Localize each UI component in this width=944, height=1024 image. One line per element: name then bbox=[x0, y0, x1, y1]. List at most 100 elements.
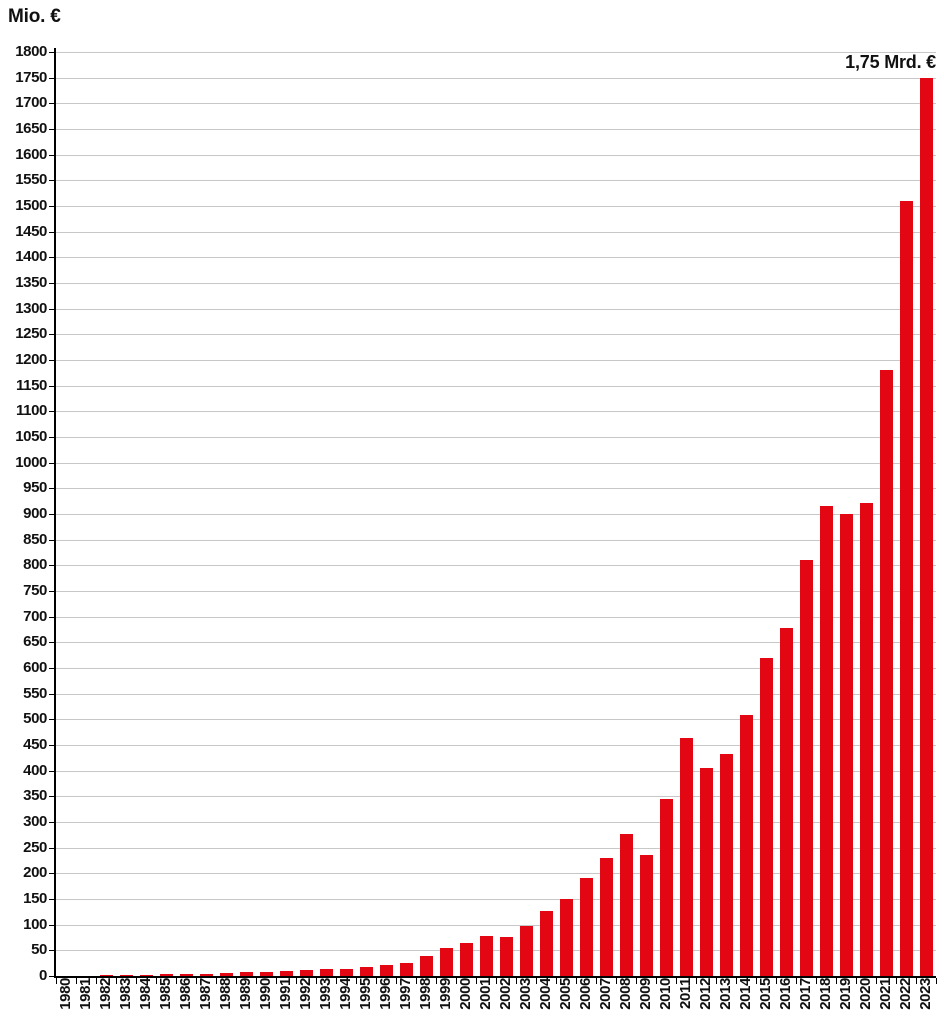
y-tick-label-1750: 1750 bbox=[15, 68, 47, 86]
y-tick-label-100: 100 bbox=[23, 915, 47, 933]
gridline-900 bbox=[56, 514, 936, 515]
bar-2015 bbox=[759, 657, 773, 976]
gridline-1450 bbox=[56, 231, 936, 233]
bar-2005 bbox=[559, 899, 573, 976]
y-tick-350 bbox=[49, 796, 56, 798]
x-tick-40 bbox=[856, 978, 857, 984]
y-tick-500 bbox=[49, 719, 56, 721]
y-tick-label-700: 700 bbox=[23, 607, 47, 625]
y-tick-950 bbox=[49, 488, 56, 490]
gridline-1800 bbox=[56, 52, 936, 53]
x-tick-2 bbox=[96, 978, 97, 984]
y-tick-label-1200: 1200 bbox=[15, 351, 47, 368]
bar-1999 bbox=[439, 948, 453, 976]
y-tick-1400 bbox=[49, 257, 56, 259]
x-axis-label-1984: 1984 bbox=[137, 978, 154, 1010]
x-tick-27 bbox=[596, 978, 597, 984]
x-axis-label-1982: 1982 bbox=[97, 978, 114, 1010]
x-tick-26 bbox=[576, 978, 577, 984]
x-tick-44 bbox=[936, 978, 937, 984]
bar-1988 bbox=[219, 973, 233, 976]
gridline-1250 bbox=[56, 334, 936, 336]
gridline-250 bbox=[56, 847, 936, 849]
gridline-1700 bbox=[56, 103, 936, 105]
x-axis-label-2012: 2012 bbox=[697, 978, 714, 1010]
x-axis-label-2006: 2006 bbox=[577, 978, 594, 1010]
bar-1989 bbox=[239, 972, 253, 976]
gridline-1000 bbox=[56, 462, 936, 464]
y-tick-label-1600: 1600 bbox=[15, 145, 47, 163]
y-tick-label-1300: 1300 bbox=[15, 299, 47, 317]
x-axis-label-1991: 1991 bbox=[277, 978, 294, 1010]
bar-2007 bbox=[599, 857, 613, 976]
bar-2001 bbox=[479, 936, 493, 976]
x-axis-label-2009: 2009 bbox=[637, 978, 654, 1010]
y-tick-label-1650: 1650 bbox=[15, 120, 47, 137]
bar-1994 bbox=[339, 968, 353, 976]
x-tick-37 bbox=[796, 978, 797, 984]
x-axis-label-1988: 1988 bbox=[217, 978, 234, 1010]
y-tick-label-400: 400 bbox=[23, 761, 47, 779]
bar-2010 bbox=[659, 798, 673, 976]
y-tick-1050 bbox=[49, 437, 56, 438]
y-tick-label-1450: 1450 bbox=[15, 222, 47, 240]
x-axis-label-1990: 1990 bbox=[257, 978, 274, 1010]
x-axis-label-2023: 2023 bbox=[917, 978, 934, 1010]
x-axis-label-1980: 1980 bbox=[57, 978, 74, 1010]
gridline-1300 bbox=[56, 308, 936, 310]
y-axis-line bbox=[54, 48, 56, 978]
x-axis-label-2015: 2015 bbox=[757, 978, 774, 1010]
bar-1991 bbox=[279, 970, 293, 976]
bar-1997 bbox=[399, 962, 413, 976]
y-tick-label-1800: 1800 bbox=[15, 43, 47, 60]
gridline-950 bbox=[56, 488, 936, 490]
gridline-850 bbox=[56, 539, 936, 541]
y-tick-1250 bbox=[49, 334, 56, 336]
y-tick-label-500: 500 bbox=[23, 710, 47, 728]
y-tick-800 bbox=[49, 565, 56, 567]
y-tick-label-850: 850 bbox=[23, 530, 47, 548]
y-tick-label-1500: 1500 bbox=[15, 197, 47, 214]
y-tick-750 bbox=[49, 591, 56, 592]
x-axis-label-2019: 2019 bbox=[837, 978, 854, 1010]
x-axis-label-2016: 2016 bbox=[777, 978, 794, 1010]
x-tick-23 bbox=[516, 978, 517, 984]
y-tick-label-1050: 1050 bbox=[15, 428, 47, 445]
y-tick-label-900: 900 bbox=[23, 505, 47, 522]
x-axis-label-1996: 1996 bbox=[377, 978, 394, 1010]
x-tick-13 bbox=[316, 978, 317, 984]
gridline-100 bbox=[56, 924, 936, 926]
x-tick-8 bbox=[216, 978, 217, 984]
x-axis-label-2000: 2000 bbox=[457, 978, 474, 1010]
bar-2018 bbox=[819, 506, 833, 976]
y-tick-label-250: 250 bbox=[23, 838, 47, 856]
bar-1992 bbox=[299, 969, 313, 976]
y-tick-1300 bbox=[49, 308, 56, 310]
y-tick-label-800: 800 bbox=[23, 556, 47, 574]
x-tick-43 bbox=[916, 978, 917, 984]
gridline-400 bbox=[56, 770, 936, 772]
bar-2006 bbox=[579, 878, 593, 976]
x-tick-41 bbox=[876, 978, 877, 984]
y-tick-1500 bbox=[49, 206, 56, 207]
peak-value-annotation: 1,75 Mrd. € bbox=[845, 52, 936, 72]
x-tick-28 bbox=[616, 978, 617, 984]
x-axis-label-2014: 2014 bbox=[737, 978, 754, 1010]
y-tick-0 bbox=[49, 976, 56, 977]
x-tick-9 bbox=[236, 978, 237, 984]
bar-2022 bbox=[899, 200, 913, 976]
x-axis-label-2008: 2008 bbox=[617, 978, 634, 1010]
y-tick-1750 bbox=[49, 77, 56, 79]
x-tick-7 bbox=[196, 978, 197, 984]
y-tick-100 bbox=[49, 924, 56, 926]
x-tick-6 bbox=[176, 978, 177, 984]
y-tick-label-200: 200 bbox=[23, 864, 47, 882]
x-tick-36 bbox=[776, 978, 777, 984]
y-tick-300 bbox=[49, 822, 56, 823]
x-axis-label-1992: 1992 bbox=[297, 978, 314, 1010]
gridline-550 bbox=[56, 693, 936, 695]
x-axis-label-1994: 1994 bbox=[337, 978, 354, 1010]
bar-2003 bbox=[519, 926, 533, 976]
x-tick-24 bbox=[536, 978, 537, 984]
y-tick-label-600: 600 bbox=[23, 659, 47, 676]
